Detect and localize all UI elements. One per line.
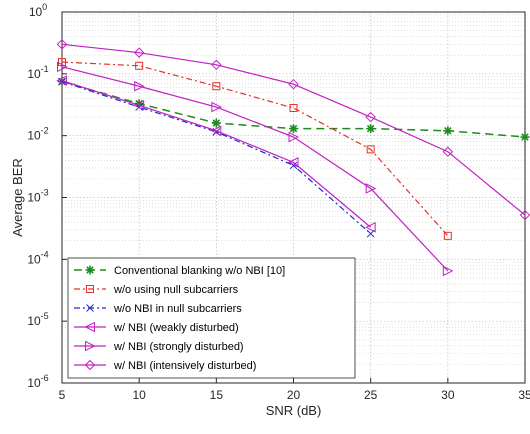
x-axis-ticks: 5 10 15 20 25 30 35 [59, 378, 530, 402]
data-point [133, 99, 145, 111]
data-point [58, 58, 66, 67]
data-point [134, 99, 144, 109]
legend-label: w/o NBI in null subcarriers [113, 303, 242, 315]
legend-label: w/ NBI (intensively disturbed) [113, 360, 256, 372]
y-tick-label: 10-3 [27, 188, 48, 205]
legend-label: w/ NBI (strongly disturbed) [113, 341, 244, 353]
x-tick-label: 20 [287, 388, 301, 402]
legend-entry: Conventional blanking w/o NBI [10] [74, 265, 285, 277]
y-tick-label: 10-6 [27, 373, 48, 390]
data-point [443, 231, 452, 240]
series-6 [56, 39, 530, 221]
data-point [519, 209, 530, 221]
data-point [211, 118, 221, 128]
data-point [56, 75, 67, 86]
data-point [56, 39, 68, 50]
series-line [61, 61, 449, 237]
y-tick-label: 10-4 [27, 249, 48, 266]
data-point [365, 183, 377, 194]
legend-marker [84, 321, 95, 333]
legend-entry: w/ NBI (intensively disturbed) [74, 359, 256, 372]
legend-marker [86, 285, 94, 293]
series-4 [56, 75, 376, 233]
y-tick-label: 10-5 [27, 311, 48, 328]
data-point [366, 229, 375, 238]
legend-entry: w/ NBI (strongly disturbed) [74, 340, 244, 353]
data-point [520, 132, 530, 142]
series-2 [58, 58, 452, 240]
series-line [61, 43, 526, 216]
y-tick-label: 10-1 [27, 64, 48, 81]
legend-box [67, 257, 356, 379]
data-point [366, 124, 376, 134]
x-axis-label: SNR (dB) [266, 403, 322, 418]
legend-label: Conventional blanking w/o NBI [10] [114, 265, 285, 277]
x-tick-label: 5 [59, 388, 66, 402]
y-axis-ticks: 100 10-1 10-2 10-3 10-4 10-5 10-6 [27, 2, 67, 390]
legend-entry: w/o using null subcarriers [74, 284, 239, 296]
data-point [289, 124, 298, 134]
data-point [443, 126, 453, 136]
legend-marker [85, 340, 96, 352]
data-point [134, 80, 145, 92]
series-line [61, 66, 449, 272]
y-tick-label: 100 [29, 2, 47, 19]
data-point [366, 145, 375, 154]
series-layer [56, 39, 530, 277]
data-point [289, 104, 298, 113]
data-point [365, 111, 376, 123]
data-point [211, 101, 222, 113]
series-line [61, 80, 372, 235]
series-5 [57, 61, 454, 277]
legend-entry: w/ NBI (weakly disturbed) [74, 321, 239, 334]
data-point [135, 61, 144, 70]
x-tick-label: 10 [132, 388, 146, 402]
legend-marker [84, 359, 96, 371]
data-point [288, 131, 300, 143]
data-point [211, 59, 222, 71]
series-3 [58, 77, 375, 238]
data-point [365, 221, 376, 233]
data-point [57, 61, 68, 73]
data-point [442, 146, 454, 157]
data-point [212, 82, 221, 91]
data-point [133, 47, 145, 58]
x-tick-label: 30 [441, 388, 455, 402]
legend-marker [86, 304, 94, 312]
legend: Conventional blanking w/o NBI [10] w/o us… [67, 257, 356, 379]
data-point [287, 157, 299, 168]
legend-label: w/ NBI (weakly disturbed) [113, 322, 239, 334]
legend-entry: w/o NBI in null subcarriers [74, 303, 242, 315]
x-tick-label: 25 [364, 388, 378, 402]
series-line [61, 79, 372, 228]
data-point [288, 78, 299, 90]
y-tick-label: 10-2 [27, 126, 48, 143]
legend-label: w/o using null subcarriers [113, 284, 239, 296]
x-tick-label: 35 [518, 388, 530, 402]
legend-marker [85, 265, 95, 275]
data-point [210, 125, 222, 137]
x-tick-label: 15 [210, 388, 224, 402]
y-axis-label: Average BER [10, 158, 25, 237]
data-point [442, 265, 454, 277]
